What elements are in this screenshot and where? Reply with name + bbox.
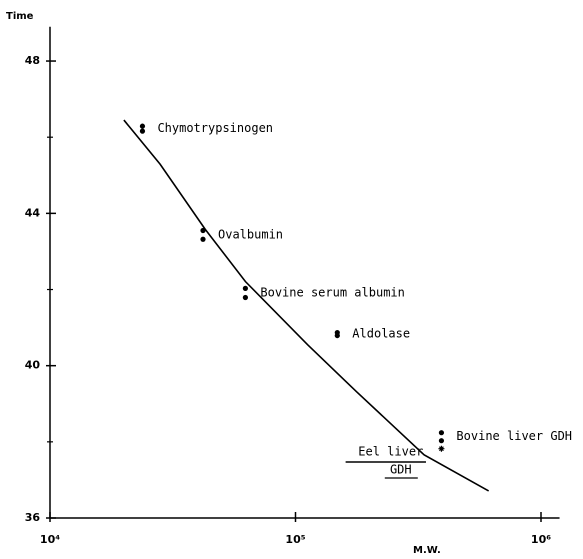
data-point [438,438,445,444]
x-tick-label: 10⁵ [285,533,305,546]
range-sublabel: GDH [390,463,412,477]
y-tick-label: 44 [25,206,41,219]
data-point [139,123,146,129]
range-label: Eel liver [358,445,423,459]
y-tick-label: 40 [25,359,41,372]
point-label: Chymotrypsinogen [157,121,273,135]
y-tick-label: 36 [25,511,41,524]
data-point [242,285,248,291]
star-point [438,445,445,452]
fit-curve [123,119,490,492]
data-point [200,236,206,242]
x-axis-label: M.W. [413,545,441,556]
point-label: Bovine serum albumin [260,285,405,299]
x-tick-label: 10⁴ [40,533,60,546]
y-axis-label: Time [6,11,34,22]
point-label: Ovalbumin [218,227,283,241]
y-tick-label: 48 [25,54,40,67]
data-point [334,332,340,339]
data-point [438,430,445,436]
data-point [139,128,146,134]
point-label: Bovine liver GDH [456,429,572,443]
x-tick-label: 10⁶ [531,533,551,546]
data-point [200,227,206,234]
data-point [242,294,248,301]
point-label: Aldolase [352,327,410,341]
